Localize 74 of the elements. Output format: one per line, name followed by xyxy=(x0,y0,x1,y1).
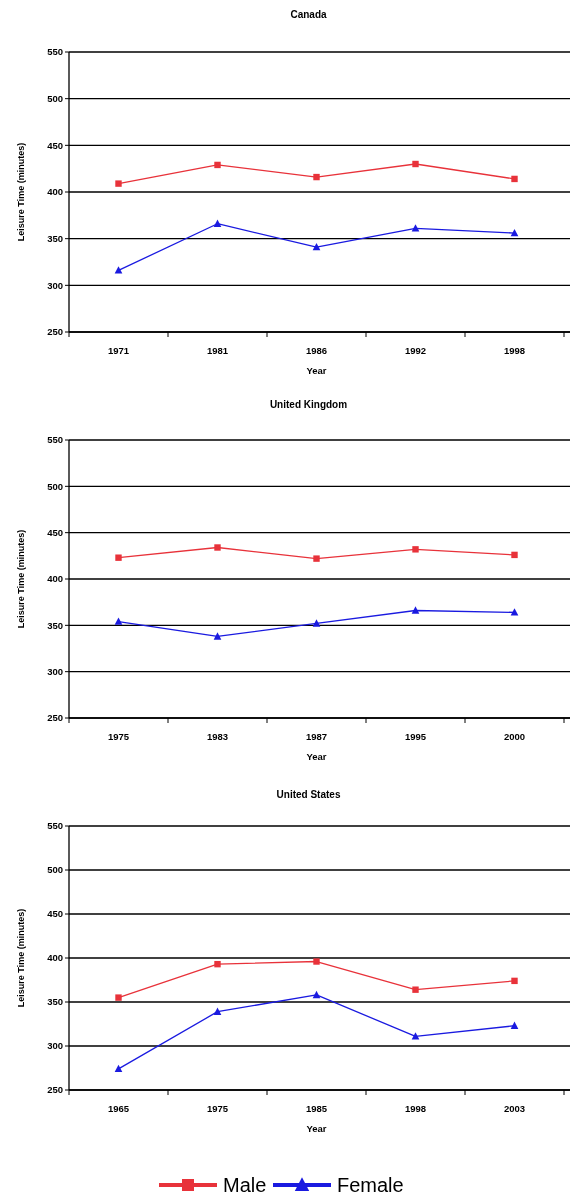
point xyxy=(511,551,518,559)
x-tick-label: 1983 xyxy=(206,731,229,742)
y-tick-label: 400 xyxy=(47,186,63,198)
x-tick-label: 1995 xyxy=(404,731,427,742)
point xyxy=(312,619,321,627)
legend-label: Male xyxy=(223,1174,267,1196)
point xyxy=(213,219,222,227)
point xyxy=(114,1064,123,1073)
x-tick-label: 1998 xyxy=(404,1103,427,1114)
y-tick-label: 400 xyxy=(47,573,63,585)
y-tick-label: 300 xyxy=(47,279,63,291)
point xyxy=(412,160,419,168)
point xyxy=(313,555,320,562)
y-tick-label: 350 xyxy=(47,996,63,1008)
point xyxy=(114,266,123,274)
y-tick-label: 550 xyxy=(47,434,63,446)
y-tick-label: 350 xyxy=(47,232,63,244)
y-axis-title: Leisure Time (minutes) xyxy=(16,529,26,629)
point xyxy=(213,1007,222,1015)
point xyxy=(115,554,122,561)
y-tick-label: 500 xyxy=(47,92,63,104)
legend-label: Female xyxy=(337,1174,404,1196)
point xyxy=(214,544,221,551)
x-tick-label: 1971 xyxy=(107,345,130,356)
point xyxy=(214,161,221,169)
x-tick-label: 1965 xyxy=(107,1103,130,1114)
y-tick-label: 400 xyxy=(47,952,63,964)
y-tick-label: 300 xyxy=(47,665,63,677)
chart-title: United States xyxy=(276,789,341,800)
x-tick-label: 1992 xyxy=(404,345,427,356)
x-axis-title: Year xyxy=(306,1123,327,1134)
point xyxy=(411,606,420,614)
point xyxy=(115,180,122,187)
point xyxy=(411,1032,420,1040)
y-tick-label: 350 xyxy=(47,619,63,631)
point xyxy=(412,986,419,993)
point xyxy=(214,960,221,968)
y-tick-label: 300 xyxy=(47,1040,63,1052)
x-tick-label: 1986 xyxy=(305,345,328,356)
point xyxy=(313,173,320,181)
point xyxy=(511,175,518,183)
y-tick-label: 500 xyxy=(47,864,63,876)
y-tick-label: 250 xyxy=(47,712,63,724)
point xyxy=(114,617,123,625)
y-axis-title: Leisure Time (minutes) xyxy=(16,142,26,242)
point xyxy=(510,1021,519,1029)
x-tick-label: 2000 xyxy=(503,731,526,742)
point xyxy=(412,546,419,553)
x-tick-label: 1998 xyxy=(503,345,526,356)
x-tick-label: 1987 xyxy=(305,731,328,742)
point xyxy=(510,608,519,616)
y-tick-label: 550 xyxy=(47,820,63,832)
point xyxy=(115,994,122,1001)
x-tick-label: 1981 xyxy=(206,345,229,356)
y-tick-label: 450 xyxy=(47,139,63,151)
point xyxy=(313,958,320,965)
y-tick-label: 500 xyxy=(47,480,63,492)
y-tick-label: 250 xyxy=(47,326,63,338)
y-tick-label: 450 xyxy=(47,526,63,538)
point xyxy=(411,224,420,232)
y-tick-label: 550 xyxy=(47,46,63,58)
y-axis-title: Leisure Time (minutes) xyxy=(16,908,26,1008)
point xyxy=(511,977,518,985)
x-tick-label: 1985 xyxy=(305,1103,328,1114)
x-tick-label: 1975 xyxy=(107,731,130,742)
chart-title: United Kingdom xyxy=(269,399,348,410)
y-tick-label: 450 xyxy=(47,908,63,920)
x-axis-title: Year xyxy=(306,751,327,762)
y-tick-label: 250 xyxy=(47,1084,63,1096)
chart-title: Canada xyxy=(290,9,327,20)
x-tick-label: 2003 xyxy=(503,1103,526,1114)
x-tick-label: 1975 xyxy=(206,1103,229,1114)
point xyxy=(213,632,222,640)
x-axis-title: Year xyxy=(306,365,327,376)
